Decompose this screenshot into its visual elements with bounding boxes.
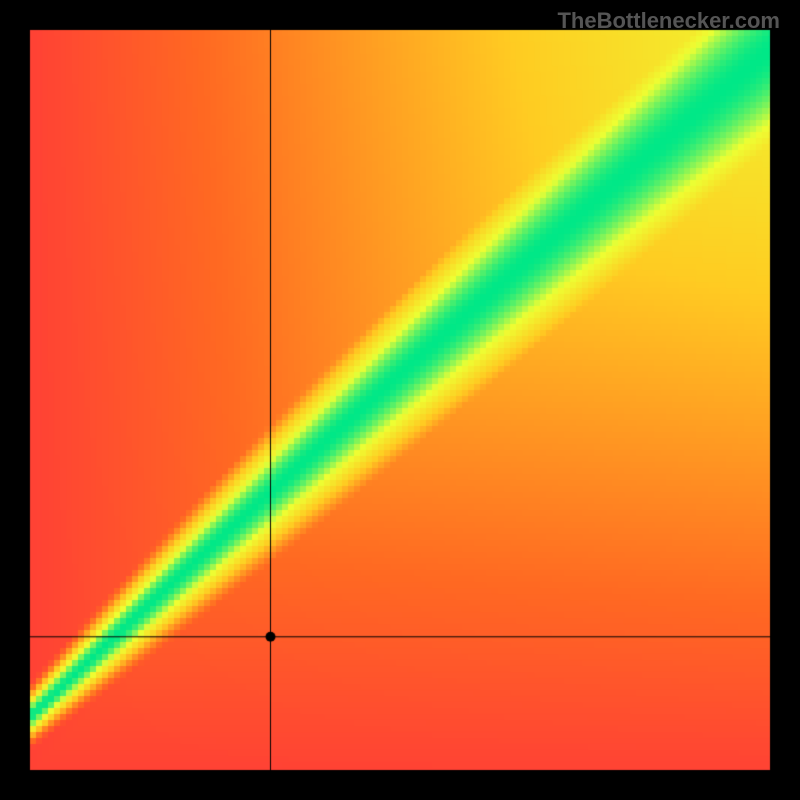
chart-container: TheBottlenecker.com — [0, 0, 800, 800]
watermark-text: TheBottlenecker.com — [557, 8, 780, 34]
bottleneck-heatmap — [0, 0, 800, 800]
